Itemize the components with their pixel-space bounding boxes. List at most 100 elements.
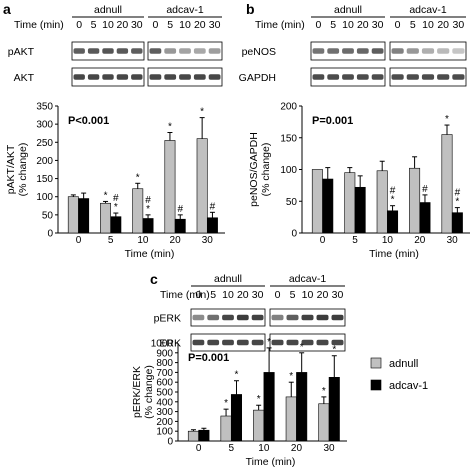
y-tick-label: 400: [156, 397, 173, 408]
blot-band: [286, 314, 299, 321]
significance-mark: *: [267, 337, 271, 348]
bar-adcav1: [451, 212, 463, 234]
lane-time-label: 20: [194, 19, 206, 31]
blot-row-label: peNOS: [242, 46, 276, 58]
lane-time-label: 10: [302, 289, 314, 301]
blot-band: [286, 339, 299, 346]
blot-band: [102, 74, 114, 80]
group-header-b: adcav-1: [409, 4, 447, 16]
y-tick-label: 100: [156, 427, 173, 438]
blot-band: [356, 48, 369, 54]
y-tick-label: 150: [36, 174, 53, 185]
y-tick-label: 1000: [151, 339, 174, 350]
bar-adnull: [187, 430, 199, 442]
lane-time-label: 0: [195, 289, 201, 301]
lane-time-label: 5: [330, 19, 336, 31]
blot-band: [437, 48, 450, 54]
y-tick-label: 50: [42, 210, 54, 221]
blot-band: [116, 48, 129, 54]
bar-adcav1: [263, 372, 275, 442]
blot-band: [421, 48, 435, 54]
bar-adcav1: [328, 376, 340, 442]
bar-adnull: [164, 140, 176, 234]
blot-band: [116, 74, 129, 80]
bar-adnull: [311, 169, 323, 234]
y-tick-label: 200: [280, 102, 297, 113]
blot-row-label: pERK: [154, 313, 181, 325]
blot-band: [222, 339, 234, 346]
lane-time-label: 10: [102, 19, 114, 31]
blot-band: [406, 74, 419, 80]
y-tick-label: 200: [156, 417, 173, 428]
group-header-b: adcav-1: [166, 4, 204, 16]
blot-band: [192, 314, 205, 321]
y-tick-label: 100: [280, 165, 297, 176]
bar-adcav1: [354, 186, 366, 234]
lane-time-label: 0: [76, 19, 82, 31]
bar-adcav1: [198, 429, 210, 442]
y-axis-label-line: pERK/ERK: [131, 366, 143, 418]
blot-band: [251, 314, 264, 321]
bar-adnull: [285, 396, 297, 442]
blot-band: [236, 314, 249, 321]
x-axis-label: Time (min): [369, 248, 419, 260]
blot-band: [301, 314, 314, 321]
bar-adcav1: [110, 216, 122, 234]
lane-time-label: 20: [437, 19, 449, 31]
bar-adnull: [409, 167, 421, 234]
significance-mark: # *: [145, 195, 151, 215]
blot-band: [437, 74, 450, 80]
x-tick-label: 30: [202, 235, 214, 246]
panel-letter-a: a: [3, 1, 11, 17]
lane-time-label: 30: [372, 19, 384, 31]
blot-row-label: pAKT: [8, 46, 35, 58]
time-header-label: Time (min): [255, 19, 305, 31]
x-tick-label: 20: [291, 443, 303, 454]
blot-band: [87, 48, 100, 54]
blot-band: [371, 48, 384, 54]
blot-band: [251, 339, 264, 346]
blot-band: [131, 74, 143, 80]
y-axis-label: pAKT/AKT(% change): [5, 143, 29, 197]
legend-swatch: [370, 357, 382, 369]
blot-band: [179, 74, 191, 80]
lane-time-label: 0: [152, 19, 158, 31]
time-header-label: Time (min): [14, 19, 64, 31]
significance-mark: *: [235, 370, 239, 381]
significance-mark: *: [257, 394, 261, 405]
blot-band: [73, 48, 85, 54]
y-tick-label: 250: [36, 138, 53, 149]
blot-row-label: ERK: [159, 338, 181, 350]
x-tick-label: 0: [320, 235, 326, 246]
x-axis-label: Time (min): [246, 456, 296, 468]
bar-adnull: [344, 172, 356, 234]
blot-band: [327, 74, 340, 80]
significance-mark: *: [300, 342, 304, 353]
blot-band: [391, 48, 404, 54]
blot-band: [342, 74, 354, 80]
bar-adnull: [253, 409, 265, 442]
significance-mark: *: [136, 172, 140, 183]
y-tick-label: 800: [156, 358, 173, 369]
legend: adnull adcav-1: [370, 357, 428, 392]
lane-time-label: 10: [222, 289, 234, 301]
lane-time-label: 0: [315, 19, 321, 31]
y-tick-label: 900: [156, 348, 173, 359]
y-tick-label: 300: [36, 120, 53, 131]
significance-mark: *: [332, 345, 336, 356]
y-tick-label: 350: [36, 102, 53, 113]
blot-band: [371, 74, 384, 80]
lane-time-label: 30: [209, 19, 221, 31]
legend-swatch: [370, 379, 382, 391]
y-tick-label: 100: [36, 192, 53, 203]
lane-time-label: 0: [395, 19, 401, 31]
lane-time-label: 5: [91, 19, 97, 31]
legend-label: adcav-1: [389, 380, 428, 392]
x-tick-label: 5: [108, 235, 114, 246]
significance-mark: *: [289, 371, 293, 382]
blot-band: [164, 74, 177, 80]
significance-mark: #: [177, 204, 183, 215]
